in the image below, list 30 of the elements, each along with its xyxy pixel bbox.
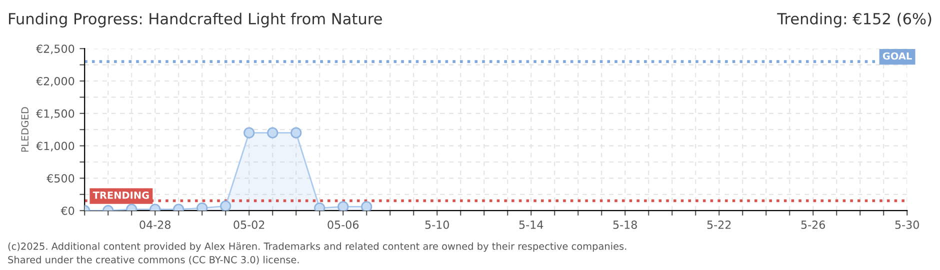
x-tick-label: 05-06 [328,220,359,229]
y-tick-label: €1,000 [36,142,74,152]
ref-line-label: TRENDING [92,192,149,199]
point [220,200,232,211]
text: (c)2025. Additional content provided by Alex Hären. Trademarks and related content are owned by their respective companies. [8,242,626,252]
y-tick-label: €500 [46,174,74,183]
y-tick-label: €2,500 [36,44,74,54]
x-tick-label: 5-26 [801,220,826,229]
point [314,202,326,211]
y-tick-label: €2,000 [36,76,74,87]
text: Shared under the creative commons (CC BY-NC 3.0) license. [8,256,299,265]
x-tick-label: 04-28 [140,220,170,229]
point [244,127,255,138]
y-tick-label: €1,500 [36,109,74,119]
point [196,202,208,211]
x-tick-label: 5-30 [895,220,919,229]
point [338,201,349,211]
y-tick-label: €0 [60,206,74,215]
x-tick-label: 5-14 [519,220,544,229]
x-tick-label: 5-22 [707,220,731,229]
point [361,201,372,211]
y-axis-title: PLEDGED [21,107,29,152]
x-tick-label: 05-02 [234,220,264,229]
chart-subtitle: Trending: €152 (6%) [777,12,932,28]
point [290,127,302,138]
point [267,127,278,138]
ref-line-label: GOAL [882,52,912,60]
x-tick-label: 5-10 [425,220,449,229]
x-tick-label: 5-18 [613,220,637,229]
chart-title: Funding Progress: Handcrafted Light from Nature [9,12,382,28]
